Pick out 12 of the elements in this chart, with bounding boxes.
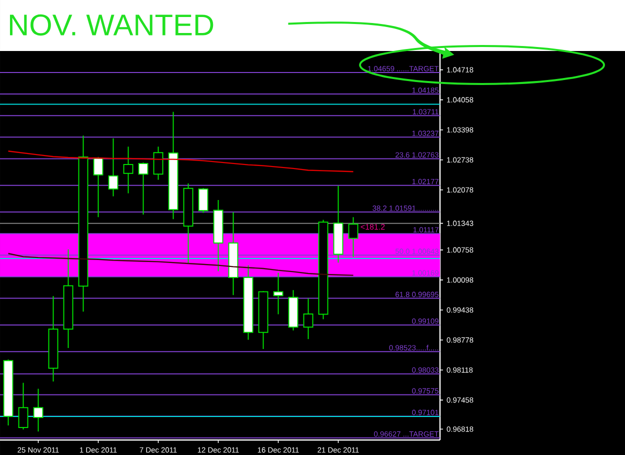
candlestick <box>138 162 148 216</box>
candlestick <box>18 382 28 430</box>
candlestick <box>303 298 314 340</box>
candlestick <box>348 216 358 258</box>
candlestick <box>198 188 208 214</box>
candlestick <box>273 272 284 315</box>
candlestick <box>153 146 164 180</box>
chart-title: NOV. WANTED <box>10 14 214 36</box>
candlestick <box>123 146 134 194</box>
candlestick <box>33 388 44 432</box>
candlestick <box>93 156 104 218</box>
candlestick <box>108 138 118 197</box>
